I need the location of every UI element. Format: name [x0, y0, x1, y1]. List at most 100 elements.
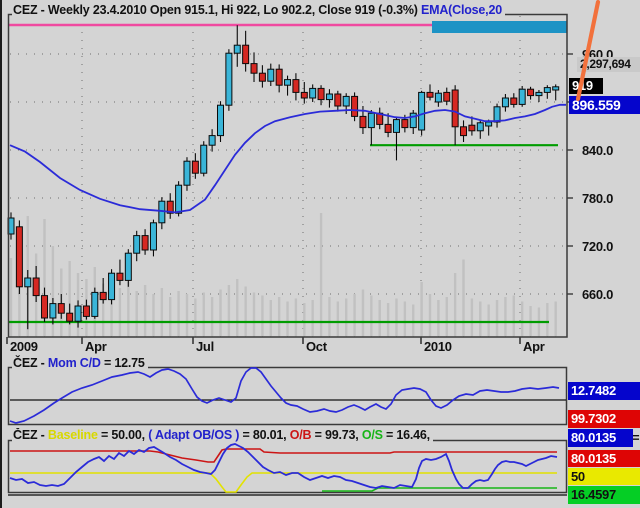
x-axis-label: Jul	[196, 339, 214, 354]
main-chart-title: CEZ - Weekly 23.4.2010 Open 915.1, Hi 92…	[12, 3, 505, 18]
indicator-line	[9, 443, 558, 489]
candle-down	[401, 119, 409, 129]
candle-up	[200, 144, 208, 174]
candle-up	[493, 106, 501, 123]
x-axis-label: Apr	[523, 339, 545, 354]
title-segment: ČEZ -	[13, 356, 48, 370]
candle-down	[292, 79, 300, 93]
candle-down	[242, 44, 250, 65]
x-axis-label: Apr	[85, 339, 107, 354]
x-axis-label: 2010	[424, 339, 452, 354]
candle-up	[518, 88, 526, 105]
candle-down	[15, 226, 23, 288]
highlight-zone-rect	[432, 21, 567, 33]
candle-down	[32, 277, 40, 297]
candle-up	[434, 92, 442, 103]
y-axis-price-label: 840.0	[582, 143, 614, 158]
candle-down	[57, 303, 65, 314]
candle-down	[41, 295, 49, 319]
main-plot-area[interactable]	[9, 15, 566, 336]
candle-up	[175, 184, 183, 214]
candle-down	[334, 93, 342, 107]
indicator-value-chip: 50	[568, 468, 640, 485]
window-left-edge	[0, 0, 2, 508]
momentum-plot-area[interactable]	[9, 368, 566, 424]
candle-down	[82, 305, 90, 317]
candle-up	[267, 68, 275, 82]
candle-down	[384, 123, 392, 133]
indicator-value-chip: 16.4597	[568, 486, 640, 504]
candle-down	[258, 72, 266, 82]
candle-down	[275, 68, 283, 86]
x-axis-label: Oct	[306, 339, 327, 354]
candle-up	[476, 122, 484, 132]
momentum-indicator-line	[9, 367, 560, 424]
main-title-text: CEZ - Weekly 23.4.2010 Open 915.1, Hi 92…	[13, 3, 421, 17]
candle-down	[166, 200, 174, 214]
oscillator-plot-area[interactable]	[9, 441, 566, 492]
title-segment: = 12.75	[100, 356, 145, 370]
candle-up	[342, 95, 350, 107]
candle-up	[233, 44, 241, 54]
last-close-chip: 919	[569, 78, 603, 94]
title-segment: = 80.01,	[239, 428, 290, 442]
candle-down	[426, 91, 434, 98]
candle-up	[217, 104, 224, 137]
candle-up	[108, 272, 116, 301]
candle-down	[510, 97, 518, 105]
ema-legend-label: EMA(Close,20	[421, 3, 502, 17]
title-segment: = 50.00,	[97, 428, 149, 442]
indicator-value-chip: 80.0135	[568, 450, 640, 467]
y-axis-price-label: 780.0	[582, 191, 614, 206]
candle-up	[208, 135, 216, 146]
candle-down	[66, 312, 74, 322]
candle-down	[99, 291, 107, 301]
indicator-value-chip: 12.7482	[568, 382, 640, 400]
candle-up	[325, 93, 333, 101]
title-segment: ČEZ -	[13, 428, 48, 442]
baseline-line	[10, 472, 557, 493]
candle-up	[74, 305, 82, 322]
y-axis-price-label: 720.0	[582, 239, 614, 254]
candle-down	[460, 126, 468, 137]
candle-down	[351, 95, 359, 117]
candle-up	[124, 252, 132, 281]
title-segment: = 99.73,	[311, 428, 362, 442]
candle-up	[284, 79, 292, 86]
candle-up	[418, 91, 426, 131]
candle-up	[183, 160, 191, 186]
candle-down	[191, 160, 199, 174]
candle-down	[141, 235, 149, 251]
momentum-panel-title: ČEZ - Mom C/D = 12.75	[12, 356, 148, 371]
candle-up	[225, 52, 233, 106]
title-segment: O/S	[361, 428, 383, 442]
candle-up	[409, 112, 417, 129]
candle-down	[443, 91, 451, 102]
candle-down	[116, 272, 124, 281]
title-segment: Mom C/D	[47, 356, 101, 370]
title-segment: O/B	[289, 428, 312, 442]
candle-up	[367, 112, 375, 129]
ema-line	[9, 103, 566, 214]
candle-up	[535, 91, 543, 97]
candle-down	[527, 88, 535, 97]
volume-chip: 2,297,694	[577, 57, 640, 72]
candle-down	[451, 89, 459, 128]
indicator-value-chip: 80.0135	[568, 429, 633, 447]
title-segment: ( Adapt OB/OS )	[148, 428, 240, 442]
x-axis-label: 2009	[10, 339, 38, 354]
candle-up	[552, 86, 560, 91]
candle-up	[49, 303, 57, 319]
candle-down	[359, 115, 367, 129]
candle-up	[91, 291, 99, 317]
candle-up	[309, 87, 317, 99]
candle-up	[501, 97, 509, 108]
clipped-equals-text: =	[632, 430, 640, 445]
title-segment: = 16.46,	[382, 428, 430, 442]
ema-value-chip: 896.559	[569, 96, 640, 114]
candle-down	[317, 87, 325, 101]
y-axis-price-label: 660.0	[582, 287, 614, 302]
candle-down	[468, 124, 476, 132]
